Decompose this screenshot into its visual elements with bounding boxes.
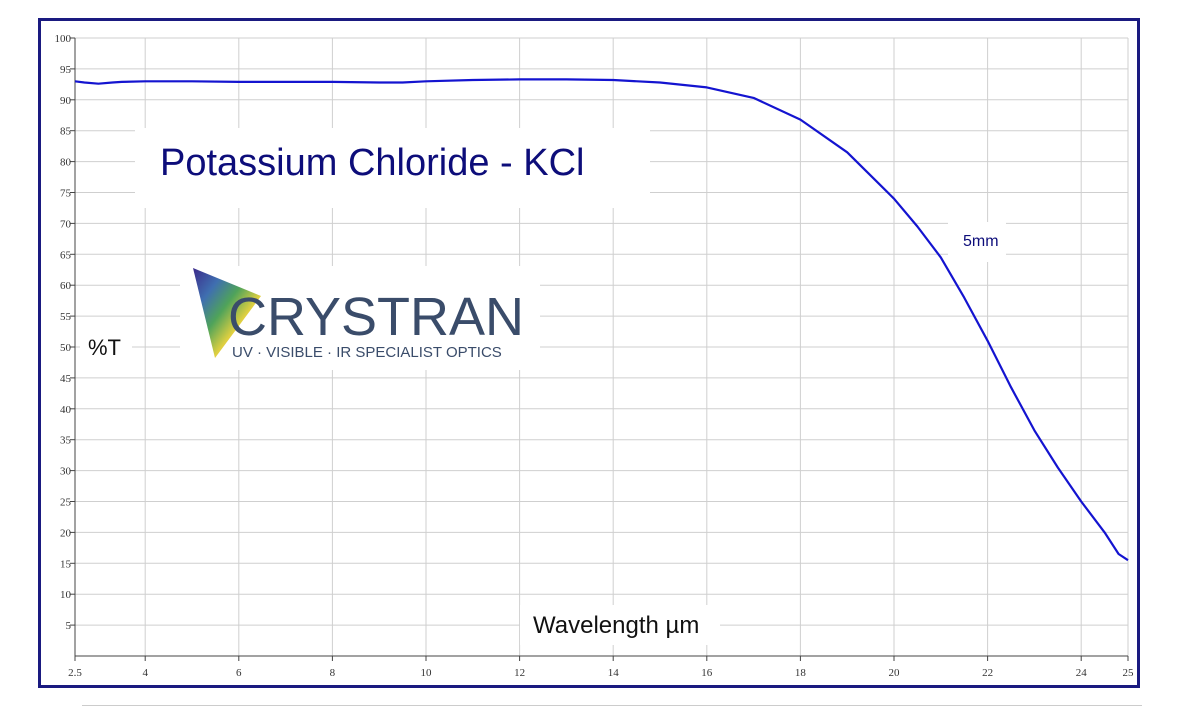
y-tick-label: 85 xyxy=(60,126,72,138)
x-axis-label-background xyxy=(520,605,720,645)
y-tick-label: 70 xyxy=(60,218,72,230)
y-axis-label-background xyxy=(80,330,132,364)
logo-wordmark: CRYSTRAN xyxy=(228,287,525,347)
prism-triangle-icon xyxy=(193,268,261,358)
x-tick-label: 20 xyxy=(889,667,901,679)
y-tick-label: 95 xyxy=(60,64,72,76)
y-tick-label: 80 xyxy=(60,157,72,169)
y-tick-label: 10 xyxy=(60,589,72,601)
y-tick-label: 15 xyxy=(60,558,72,570)
x-tick-label: 14 xyxy=(608,667,620,679)
y-tick-label: 90 xyxy=(60,95,72,107)
logo-tagline: UV · VISIBLE · IR SPECIALIST OPTICS xyxy=(232,344,502,361)
y-tick-label: 75 xyxy=(60,188,72,200)
x-tick-label: 24 xyxy=(1076,667,1088,679)
title-background xyxy=(135,128,650,208)
x-tick-label: 10 xyxy=(421,667,433,679)
y-tick-label: 100 xyxy=(55,33,72,45)
annotation-background xyxy=(948,222,1006,262)
x-tick-label: 12 xyxy=(514,667,525,679)
x-axis-label: Wavelength µm xyxy=(533,612,700,639)
x-tick-label: 2.5 xyxy=(68,667,82,679)
axis-layer xyxy=(70,37,1129,661)
y-tick-label: 30 xyxy=(60,466,72,478)
y-tick-label: 25 xyxy=(60,497,72,509)
chart-title: Potassium Chloride - KCl xyxy=(160,142,585,184)
y-tick-label: 45 xyxy=(60,373,72,385)
y-tick-label: 60 xyxy=(60,280,72,292)
footer-divider xyxy=(82,705,1142,706)
y-tick-label: 50 xyxy=(60,342,72,354)
y-tick-label: 55 xyxy=(60,311,72,323)
y-tick-label: 65 xyxy=(60,249,72,261)
x-tick-label: 4 xyxy=(142,667,148,679)
transmission-series-line xyxy=(74,78,1129,562)
series-annotation: 5mm xyxy=(963,233,999,250)
x-tick-label: 18 xyxy=(795,667,807,679)
x-tick-label: 8 xyxy=(330,667,336,679)
x-tick-label: 6 xyxy=(236,667,242,679)
x-tick-label: 16 xyxy=(701,667,713,679)
x-tick-label: 25 xyxy=(1123,667,1135,679)
tick-labels: 2.5 4 6 8 10 12 14 16 18 20 22 24 25 5 10 15 20 25 30 35 40 4… xyxy=(55,33,1135,679)
y-tick-label: 20 xyxy=(60,527,72,539)
x-tick-label: 22 xyxy=(982,667,993,679)
series-layer xyxy=(74,78,1129,562)
y-axis-label: %T xyxy=(88,335,121,360)
y-tick-label: 40 xyxy=(60,404,72,416)
y-tick-label: 35 xyxy=(60,435,72,447)
y-tick-label: 5 xyxy=(66,620,72,632)
